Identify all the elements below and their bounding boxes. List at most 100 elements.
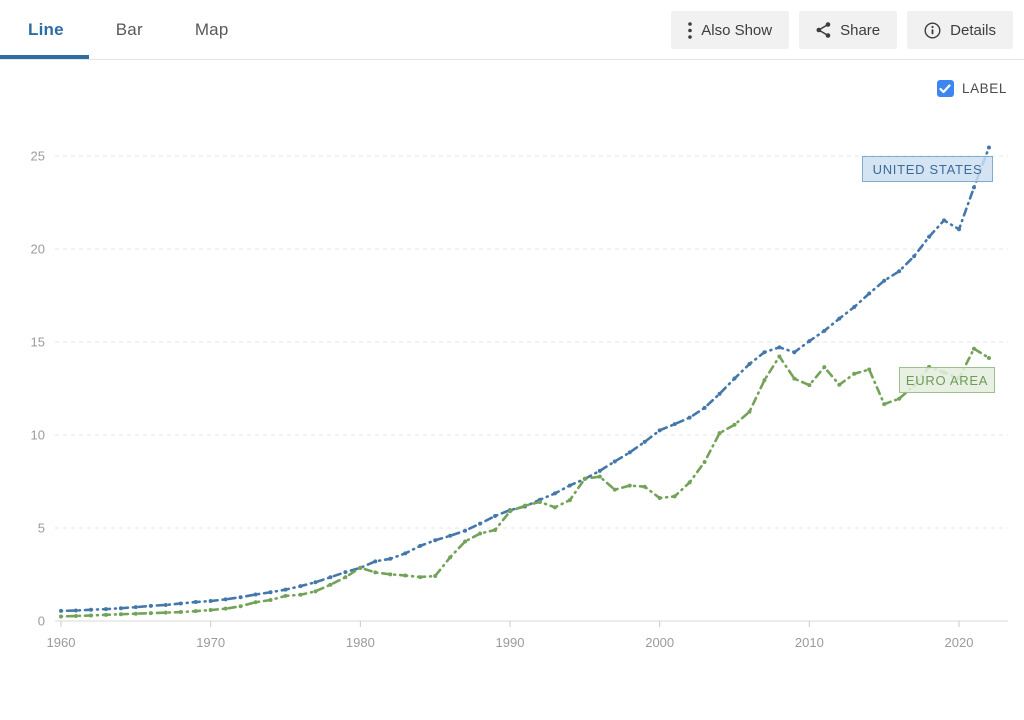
data-point xyxy=(537,499,542,504)
data-point xyxy=(103,607,108,612)
data-point xyxy=(687,415,692,420)
data-point xyxy=(627,483,632,488)
data-point xyxy=(732,376,737,381)
data-point xyxy=(597,474,602,479)
data-point xyxy=(448,555,453,560)
data-point xyxy=(912,254,917,259)
data-point xyxy=(702,405,707,410)
data-point xyxy=(822,365,827,370)
share-icon xyxy=(816,22,831,38)
data-point xyxy=(777,354,782,359)
data-point xyxy=(133,611,138,616)
data-point xyxy=(448,533,453,538)
data-point xyxy=(238,604,243,609)
data-point xyxy=(193,600,198,605)
data-point xyxy=(762,350,767,355)
label-checkbox[interactable] xyxy=(936,80,954,97)
tab-bar[interactable]: Bar xyxy=(115,19,143,39)
data-point xyxy=(672,422,677,427)
data-point xyxy=(328,575,333,580)
data-point xyxy=(478,531,483,536)
chart-type-tabs: Line Bar Map xyxy=(0,0,280,60)
data-point xyxy=(313,580,318,585)
data-point xyxy=(118,612,123,617)
data-point xyxy=(552,505,557,510)
data-point xyxy=(298,584,303,589)
x-tick-label: 2010 xyxy=(795,635,824,650)
data-point xyxy=(433,538,438,543)
data-point xyxy=(612,487,617,492)
x-tick-label: 1980 xyxy=(346,635,375,650)
x-tick-label: 1970 xyxy=(196,635,225,650)
data-point xyxy=(88,613,93,618)
x-tick-label: 1990 xyxy=(496,635,525,650)
data-point xyxy=(493,527,498,532)
data-point xyxy=(418,543,423,548)
tab-line[interactable]: Line xyxy=(28,19,64,39)
data-point xyxy=(433,573,438,578)
y-tick-label: 10 xyxy=(31,428,45,443)
label-checkbox-text: LABEL xyxy=(961,81,1007,96)
data-point xyxy=(867,367,872,372)
data-point xyxy=(253,600,258,605)
data-point xyxy=(373,570,378,575)
tab-map[interactable]: Map xyxy=(194,19,229,39)
data-point xyxy=(792,350,797,355)
also-show-button[interactable]: Also Show xyxy=(671,11,790,49)
data-point xyxy=(927,234,932,239)
details-button[interactable]: Details xyxy=(907,11,1013,49)
data-point xyxy=(971,185,976,190)
info-icon xyxy=(924,21,941,39)
x-tick-label: 1960 xyxy=(47,635,76,650)
data-point xyxy=(208,608,213,613)
data-point xyxy=(388,572,393,577)
data-point xyxy=(238,595,243,600)
data-point xyxy=(762,378,767,383)
data-point xyxy=(552,491,557,496)
chart-plot[interactable]: 0 5 10 15 20 25 1960 1970 1980 1990 2000 2010 2020 xyxy=(0,60,1024,720)
data-point xyxy=(283,587,288,592)
data-point xyxy=(268,598,273,603)
series-line-euro-area xyxy=(59,347,991,618)
data-point xyxy=(463,528,468,533)
also-show-label: Also Show xyxy=(701,21,773,39)
data-point xyxy=(148,603,153,608)
y-tick-label: 25 xyxy=(31,149,45,164)
data-point xyxy=(612,459,617,464)
details-label: Details xyxy=(950,21,996,39)
data-point xyxy=(358,565,363,570)
data-point xyxy=(298,592,303,597)
data-point xyxy=(971,346,976,351)
y-tick-label: 0 xyxy=(38,614,45,629)
share-button[interactable]: Share xyxy=(799,11,898,49)
x-tick-label: 2000 xyxy=(645,635,674,650)
data-point xyxy=(388,556,393,561)
data-point xyxy=(88,607,93,612)
data-point xyxy=(567,483,572,488)
data-point xyxy=(852,371,857,376)
series-line-united-states xyxy=(59,146,991,613)
data-point xyxy=(283,593,288,598)
data-point xyxy=(208,599,213,604)
data-point xyxy=(942,218,947,223)
data-point xyxy=(268,590,273,595)
data-point xyxy=(687,480,692,485)
data-point xyxy=(463,539,468,544)
data-point xyxy=(478,521,483,526)
data-point xyxy=(957,227,962,232)
data-point xyxy=(882,278,887,283)
data-point xyxy=(148,611,153,616)
data-point xyxy=(807,339,812,344)
series-label-euro-area: EURO AREA xyxy=(899,367,995,393)
data-point xyxy=(747,362,752,367)
label-toggle[interactable]: LABEL xyxy=(936,80,1007,97)
data-point xyxy=(567,498,572,503)
data-point xyxy=(852,305,857,310)
data-point xyxy=(508,509,513,514)
data-point xyxy=(897,269,902,274)
data-point xyxy=(792,376,797,381)
y-tick-label: 15 xyxy=(31,335,45,350)
chart-area: LABEL 0 5 10 15 20 25 1960 1970 1980 1990 2000 2010… xyxy=(0,60,1024,720)
data-point xyxy=(59,614,63,619)
data-point xyxy=(986,145,991,150)
